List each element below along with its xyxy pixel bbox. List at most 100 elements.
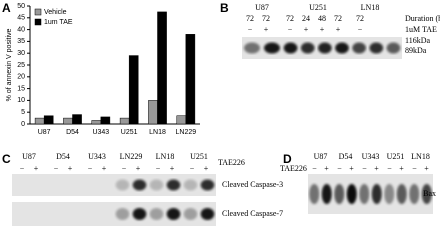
y-tick-label: 50: [17, 3, 25, 10]
band: [115, 179, 130, 191]
y-tick-label: 0: [21, 121, 25, 128]
sign: −: [20, 164, 25, 173]
band: [421, 184, 432, 204]
sign: +: [264, 25, 269, 34]
x-tick-label: U343: [92, 129, 109, 136]
band: [346, 184, 357, 204]
bar: [34, 117, 45, 125]
duration: 24: [302, 14, 310, 23]
band: [409, 184, 420, 204]
sign: −: [412, 164, 417, 173]
y-tick-label: 20: [17, 74, 25, 81]
band: [183, 208, 198, 220]
bar: [63, 117, 73, 125]
sign: −: [248, 25, 253, 34]
treatment-label: TAE226: [218, 158, 245, 167]
sign: +: [374, 164, 379, 173]
bar: [91, 120, 102, 125]
bar: [72, 114, 82, 125]
blot: [12, 202, 216, 226]
sign: +: [68, 164, 73, 173]
band: [166, 179, 181, 191]
cell-line: LN18: [156, 152, 175, 161]
x-tick-label: LN18: [149, 129, 166, 136]
cell-line: U251: [387, 152, 405, 161]
sign: −: [122, 164, 127, 173]
bar: [128, 55, 139, 125]
cell-line: D54: [339, 152, 353, 161]
sign: −: [54, 164, 59, 173]
band: [132, 208, 147, 220]
cell-line: LN18: [361, 3, 380, 12]
bar: [100, 116, 111, 125]
sign: +: [136, 164, 141, 173]
legend-label: Vehicle: [44, 9, 67, 16]
sign: −: [312, 164, 317, 173]
y-axis-label: % of annexin V positive: [6, 29, 13, 102]
sign: −: [362, 164, 367, 173]
duration: 72: [356, 14, 364, 23]
y-tick-label: 15: [17, 85, 25, 92]
x-tick-label: D54: [66, 129, 79, 136]
band: [321, 184, 332, 204]
legend-swatch: [34, 8, 42, 16]
duration: 72: [286, 14, 294, 23]
sign: +: [324, 164, 329, 173]
duration: 72: [334, 14, 342, 23]
y-tick-label: 10: [17, 97, 25, 104]
band-label: 116kDa: [405, 36, 430, 45]
treatment-label: 1uM TAE: [405, 25, 437, 34]
band: [300, 42, 315, 54]
band: [359, 184, 370, 204]
band: [352, 42, 366, 54]
duration: 72: [246, 14, 254, 23]
sign: −: [288, 25, 293, 34]
legend-swatch: [34, 18, 42, 26]
panel-label: D: [283, 152, 292, 166]
x-tick-label: LN229: [176, 129, 197, 136]
cell-line: U343: [362, 152, 380, 161]
sign: +: [424, 164, 429, 173]
y-tick-label: 30: [17, 50, 25, 57]
band: [396, 184, 407, 204]
cell-line: D54: [56, 152, 70, 161]
sign: −: [387, 164, 392, 173]
y-tick-label: 25: [17, 62, 25, 69]
band: [183, 179, 198, 191]
band: [334, 184, 345, 204]
y-tick-label: 35: [17, 38, 25, 45]
bar: [119, 117, 130, 125]
sign: −: [156, 164, 161, 173]
band: [200, 179, 215, 191]
band: [335, 42, 349, 54]
band: [283, 42, 298, 54]
sign: +: [34, 164, 39, 173]
panel-label: B: [220, 1, 229, 15]
duration: 72: [262, 14, 270, 23]
legend-label: 1um TAE: [44, 19, 73, 26]
sign: −: [190, 164, 195, 173]
band: [318, 42, 332, 54]
sign: +: [399, 164, 404, 173]
band: [264, 42, 280, 54]
duration-label: Duration (hr): [405, 14, 440, 23]
treatment-label: TAE226: [280, 164, 307, 173]
y-tick-label: 40: [17, 26, 25, 33]
cell-line: LN229: [120, 152, 143, 161]
band: [149, 179, 164, 191]
band: [115, 208, 130, 220]
band: [166, 208, 181, 220]
duration: 48: [318, 14, 326, 23]
cell-line: U87: [22, 152, 36, 161]
band: [309, 184, 320, 204]
bar: [148, 100, 158, 125]
sign: +: [349, 164, 354, 173]
band-label: Bax: [423, 189, 436, 198]
cell-line: U87: [255, 3, 269, 12]
sign: −: [337, 164, 342, 173]
bar: [176, 115, 187, 125]
band: [369, 42, 384, 54]
band: [371, 184, 382, 204]
sign: +: [204, 164, 209, 173]
sign: −: [358, 25, 363, 34]
